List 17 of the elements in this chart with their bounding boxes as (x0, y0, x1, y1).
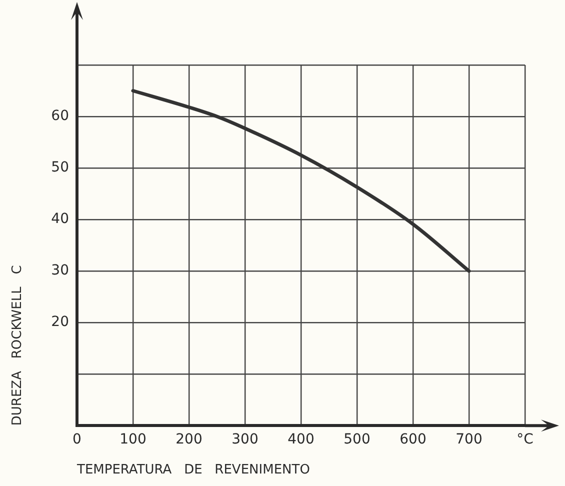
y-tick-label: 60 (51, 108, 69, 124)
x-tick-label: 600 (400, 432, 426, 448)
x-axis-title: TEMPERATURA DE REVENIMENTO (76, 462, 310, 478)
x-tick-label: 0 (72, 432, 82, 448)
y-axis-title: DUREZA ROCKWELL C (10, 265, 26, 426)
x-tick-label: °C (516, 432, 534, 448)
line-series (131, 89, 471, 273)
y-tick-label: 20 (51, 314, 69, 330)
x-tick-label: 300 (232, 432, 258, 448)
x-tick-label: 700 (456, 432, 482, 448)
y-tick-label: 30 (51, 262, 69, 279)
x-tick-label: 200 (176, 432, 202, 448)
y-tick-label: 40 (51, 211, 69, 228)
y-tick-label: 50 (51, 160, 69, 176)
x-tick-label: 400 (288, 432, 314, 448)
x-tick-label: 100 (120, 432, 146, 448)
x-tick-label: 500 (344, 432, 370, 448)
